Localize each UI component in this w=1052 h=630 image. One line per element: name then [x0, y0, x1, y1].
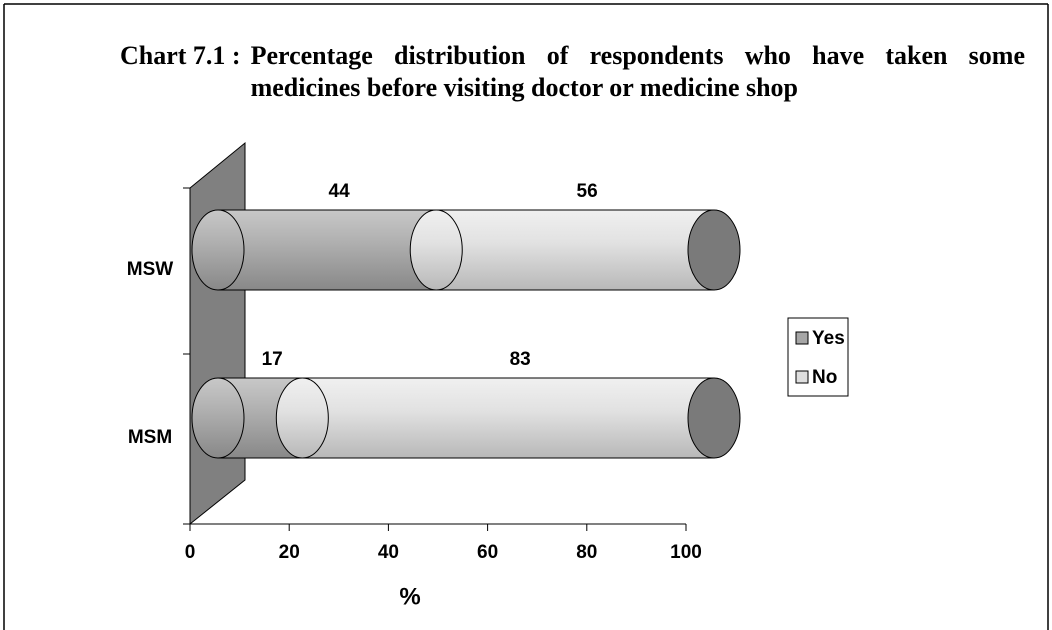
bar-end-cap [687, 209, 741, 291]
bar-segment [301, 377, 715, 459]
value-label: 56 [577, 181, 598, 202]
title-block: Chart 7.1 : Percentage distribution of r… [120, 40, 1025, 104]
x-tick-label: 40 [378, 542, 399, 563]
chart-label: Chart 7.1 : [120, 41, 241, 70]
y-tick-label: MSW [127, 259, 174, 280]
x-tick-label: 60 [477, 542, 498, 563]
x-axis-label: % [399, 583, 420, 610]
segment-edge [275, 377, 329, 459]
chart-title: Percentage distribution of respondents w… [250, 41, 1025, 102]
legend-key [795, 331, 809, 345]
segment-edge [191, 377, 245, 459]
bar-segment [217, 209, 437, 291]
x-tick-label: 20 [279, 542, 300, 563]
value-label: 83 [510, 349, 531, 370]
x-tick-label: 0 [185, 542, 196, 563]
legend-label: Yes [812, 328, 845, 349]
x-tick-label: 80 [576, 542, 597, 563]
legend-key [795, 370, 809, 384]
y-tick-label: MSM [128, 427, 172, 448]
value-label: 17 [262, 349, 283, 370]
segment-edge [409, 209, 463, 291]
bar-segment [435, 209, 715, 291]
bar-end-cap [687, 377, 741, 459]
value-label: 44 [329, 181, 351, 202]
x-tick-label: 100 [670, 542, 702, 563]
back-wall [189, 141, 246, 526]
segment-edge [191, 209, 245, 291]
legend-label: No [812, 367, 837, 388]
